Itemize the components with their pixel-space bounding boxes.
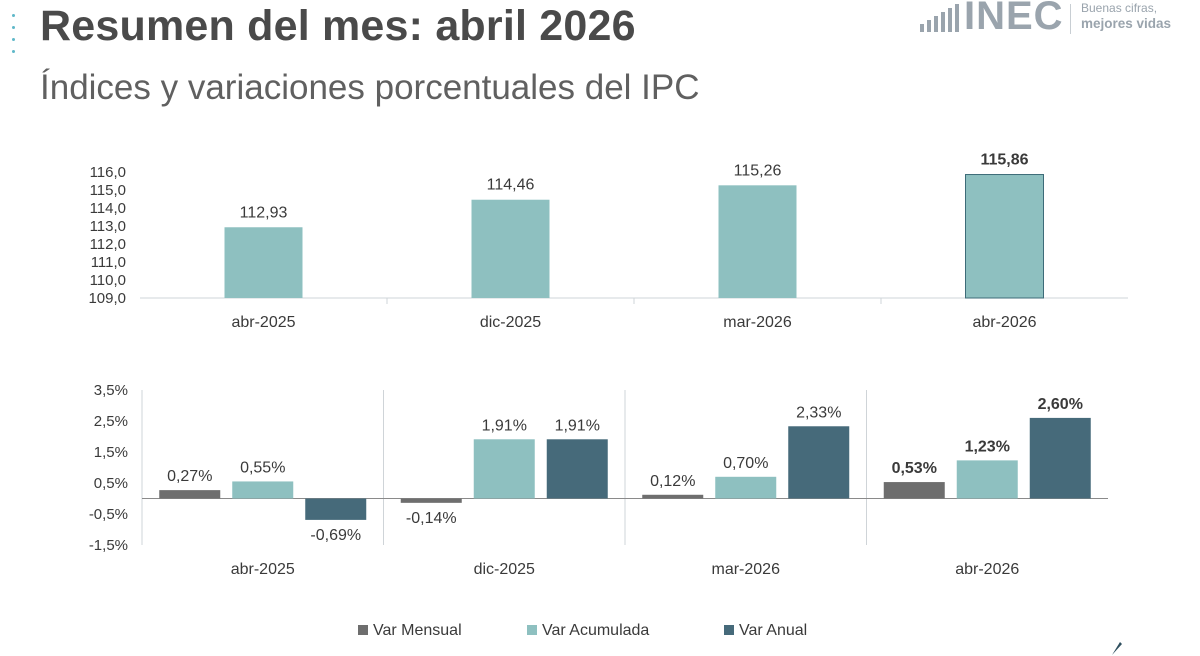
legend-swatch-var-anual bbox=[724, 625, 734, 635]
data-label: 115,26 bbox=[734, 162, 782, 179]
data-label: -0,14% bbox=[406, 510, 457, 527]
y-tick-label: 0,5% bbox=[94, 475, 128, 492]
data-label: 0,27% bbox=[167, 468, 212, 485]
bar-var-anual-dic-2025 bbox=[546, 439, 608, 499]
y-tick-label: 115,0 bbox=[90, 182, 126, 199]
y-tick-label: -0,5% bbox=[89, 506, 128, 523]
data-label: 2,60% bbox=[1038, 396, 1083, 413]
x-category-label: dic-2025 bbox=[474, 561, 535, 578]
bar-var-acumulada-dic-2025 bbox=[473, 439, 535, 499]
tagline-line-2: mejores vidas bbox=[1081, 16, 1172, 31]
bar-var-anual-abr-2025 bbox=[305, 498, 367, 520]
data-label: 2,33% bbox=[796, 404, 841, 421]
logo-divider bbox=[1070, 4, 1071, 34]
legend-swatch-var-acumulada bbox=[527, 625, 537, 635]
bar-index-abr-2026 bbox=[965, 174, 1044, 299]
page-title: Resumen del mes: abril 2026 bbox=[40, 2, 636, 50]
legend-swatch-var-mensual bbox=[358, 625, 368, 635]
bar-var-acumulada-abr-2025 bbox=[232, 481, 294, 499]
bar-logo-icon bbox=[920, 4, 959, 32]
logo-text: INEC bbox=[964, 0, 1064, 38]
tagline-line-1: Buenas cifras, bbox=[1081, 1, 1158, 15]
data-label: 0,12% bbox=[650, 473, 695, 490]
data-label: 112,93 bbox=[240, 204, 288, 221]
data-label: 114,46 bbox=[487, 177, 535, 194]
legend-label-var-mensual: Var Mensual bbox=[373, 622, 462, 639]
data-label: 0,53% bbox=[892, 460, 937, 477]
x-category-label: mar-2026 bbox=[712, 561, 781, 578]
x-category-label: dic-2025 bbox=[480, 314, 541, 331]
legend-item-var-acumulada: Var Acumulada bbox=[527, 622, 649, 640]
y-tick-label: 113,0 bbox=[90, 218, 126, 235]
y-tick-label: 3,5% bbox=[94, 382, 128, 399]
bar-var-acumulada-abr-2026 bbox=[956, 460, 1018, 499]
y-tick-label: 110,0 bbox=[90, 272, 126, 289]
x-category-label: abr-2025 bbox=[231, 314, 295, 331]
x-category-label: abr-2025 bbox=[231, 561, 295, 578]
y-tick-label: 1,5% bbox=[94, 444, 128, 461]
variation-bar-chart: -1,5% -0,5% 0,5% 1,5% 2,5% 3,5% 0,27% 0,55% -0,6… bbox=[89, 382, 1108, 578]
bar-var-mensual-abr-2025 bbox=[159, 490, 221, 499]
bar-var-mensual-dic-2025 bbox=[400, 498, 462, 503]
x-category-label: abr-2026 bbox=[972, 314, 1036, 331]
x-category-label: mar-2026 bbox=[723, 314, 792, 331]
legend-item-var-anual: Var Anual bbox=[724, 622, 807, 640]
corner-decoration-icon bbox=[1112, 642, 1122, 655]
bar-var-anual-mar-2026 bbox=[788, 426, 850, 499]
y-tick-label: 114,0 bbox=[90, 200, 126, 217]
y-tick-label: 116,0 bbox=[90, 164, 126, 181]
data-label: 1,91% bbox=[482, 417, 527, 434]
decorative-dots bbox=[12, 14, 18, 62]
bar-var-anual-abr-2026 bbox=[1029, 417, 1091, 499]
data-label: 0,70% bbox=[723, 455, 768, 472]
bar-var-mensual-mar-2026 bbox=[642, 494, 704, 499]
legend-label-var-acumulada: Var Acumulada bbox=[542, 622, 650, 639]
bar-index-abr-2025 bbox=[224, 227, 303, 298]
data-label: 1,23% bbox=[965, 438, 1010, 455]
y-tick-label: 111,0 bbox=[91, 254, 126, 271]
data-label: 1,91% bbox=[555, 417, 600, 434]
y-tick-label: 2,5% bbox=[94, 413, 128, 430]
y-tick-label: 109,0 bbox=[88, 290, 126, 307]
data-label: 115,86 bbox=[980, 152, 1028, 169]
legend-label-var-anual: Var Anual bbox=[739, 622, 808, 639]
logo-tagline: Buenas cifras, mejores vidas bbox=[1081, 1, 1171, 31]
data-label: -0,69% bbox=[310, 527, 361, 544]
index-bar-chart: 109,0110,0111,0112,0113,0114,0115,0116,0… bbox=[88, 152, 1128, 331]
y-tick-label: 112,0 bbox=[90, 236, 126, 253]
page-subtitle: Índices y variaciones porcentuales del I… bbox=[40, 68, 700, 107]
chart-legend: Var Mensual Var Acumulada Var Anual bbox=[0, 622, 1200, 644]
bar-var-acumulada-mar-2026 bbox=[715, 476, 777, 499]
inec-logo: INEC Buenas cifras, mejores vidas bbox=[918, 0, 1200, 40]
bar-index-mar-2026 bbox=[718, 185, 797, 298]
y-tick-label: -1,5% bbox=[89, 537, 128, 554]
x-category-label: abr-2026 bbox=[955, 561, 1019, 578]
legend-item-var-mensual: Var Mensual bbox=[358, 622, 462, 640]
bar-var-mensual-abr-2026 bbox=[883, 482, 945, 499]
bar-index-dic-2025 bbox=[471, 199, 550, 298]
data-label: 0,55% bbox=[240, 459, 285, 476]
